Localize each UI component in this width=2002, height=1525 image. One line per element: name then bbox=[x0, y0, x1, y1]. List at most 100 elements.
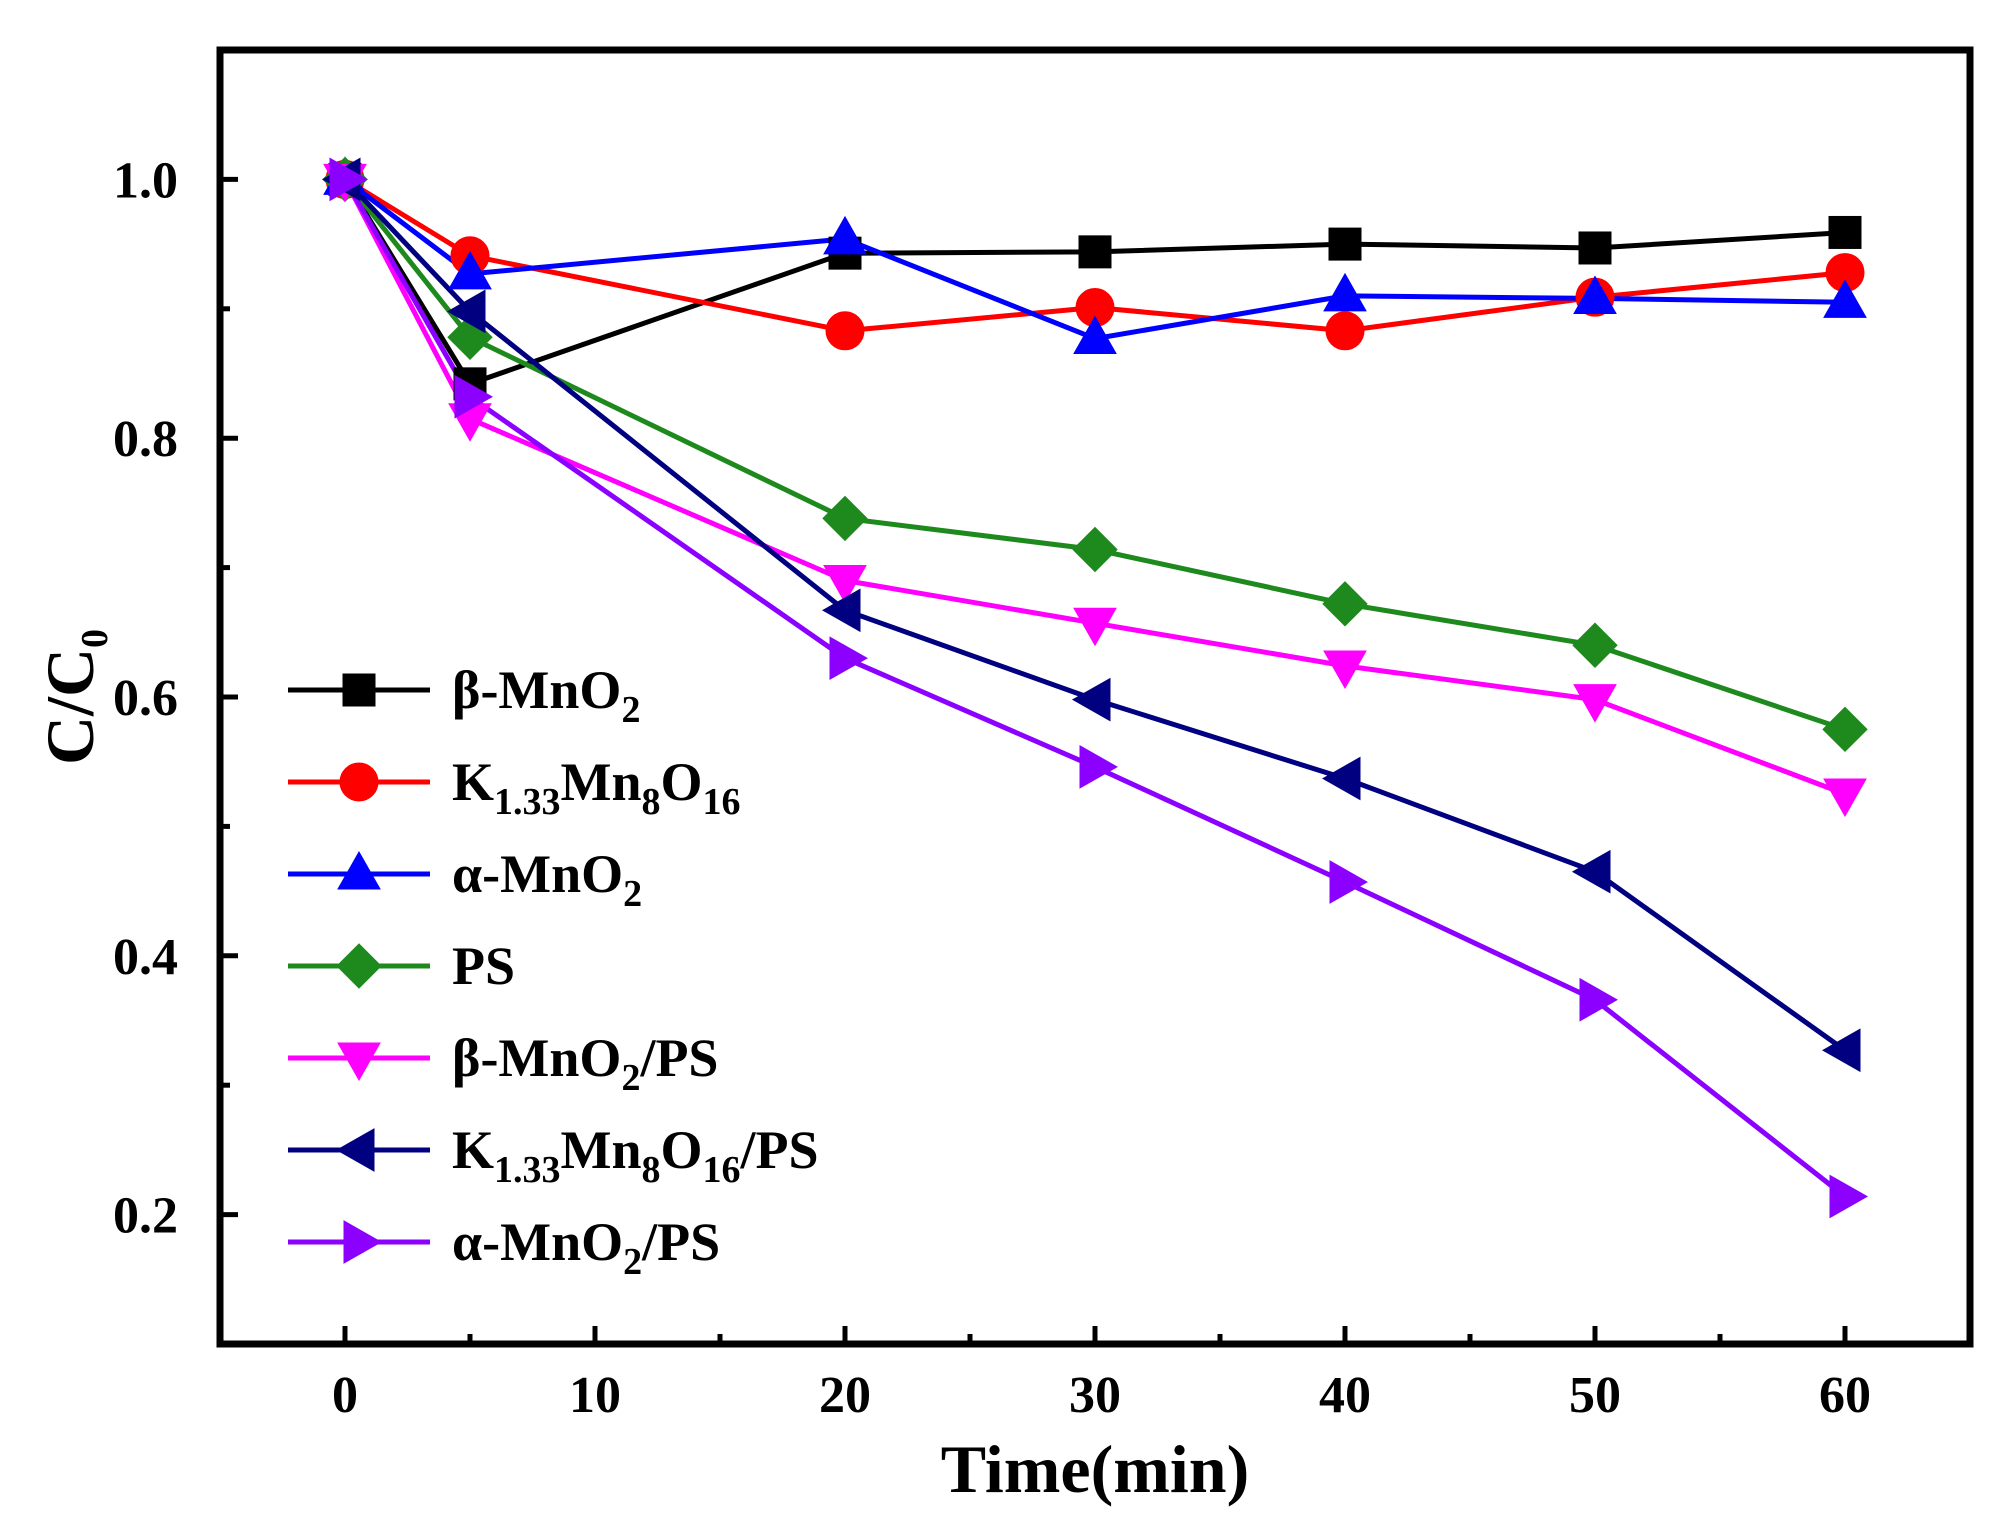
legend-label-part: 8 bbox=[642, 1149, 661, 1191]
data-point-2 bbox=[448, 250, 492, 290]
y-tick-label: 0.8 bbox=[113, 411, 178, 468]
legend-label: K1.33Mn8O16 bbox=[452, 752, 741, 823]
y-tick-label: 0.6 bbox=[113, 670, 178, 727]
legend-entry: PS bbox=[288, 936, 515, 996]
legend-label: K1.33Mn8O16/PS bbox=[452, 1120, 819, 1191]
legend-label-part: /PS bbox=[639, 1028, 718, 1088]
data-point-0 bbox=[1828, 215, 1862, 249]
legend-label: α-MnO2/PS bbox=[452, 1212, 720, 1283]
x-axis-title: Time(min) bbox=[941, 1431, 1250, 1507]
axis-ticks bbox=[217, 176, 1973, 1347]
x-tick-label: 0 bbox=[332, 1367, 358, 1424]
y-tick-label: 0.4 bbox=[113, 929, 178, 986]
x-tick-label: 10 bbox=[569, 1367, 621, 1424]
y-axis-title-main: C/C bbox=[32, 648, 108, 765]
legend-label: α-MnO2 bbox=[452, 844, 642, 915]
y-tick-label: 1.0 bbox=[113, 152, 178, 209]
series-markers bbox=[321, 156, 1869, 1219]
legend-marker bbox=[335, 1128, 375, 1172]
data-point-2 bbox=[1823, 279, 1867, 318]
data-point-4 bbox=[1073, 607, 1117, 647]
legend-marker bbox=[343, 1220, 383, 1264]
legend-label-part: α-MnO bbox=[452, 844, 623, 904]
y-axis-title: C/C0 bbox=[32, 629, 116, 765]
legend-label-part: /PS bbox=[641, 1212, 720, 1272]
legend-label-part: 2 bbox=[621, 1057, 640, 1099]
data-point-6 bbox=[829, 636, 869, 681]
data-point-3 bbox=[1072, 526, 1118, 573]
legend-entry: β-MnO2 bbox=[288, 660, 640, 731]
data-point-0 bbox=[1078, 235, 1112, 269]
legend-label-part: α-MnO bbox=[452, 1212, 623, 1272]
data-point-2 bbox=[1323, 272, 1367, 312]
legend-label-part: β-MnO bbox=[452, 1028, 621, 1088]
data-point-4 bbox=[1823, 778, 1867, 818]
y-tick-labels: 0.2 0.4 0.6 0.8 1.0 bbox=[113, 152, 178, 1244]
x-tick-label: 60 bbox=[1819, 1367, 1871, 1424]
data-point-5 bbox=[1321, 756, 1361, 801]
data-point-4 bbox=[823, 565, 867, 604]
legend-marker bbox=[339, 762, 379, 802]
data-point-5 bbox=[446, 289, 486, 334]
data-point-0 bbox=[1328, 227, 1362, 261]
data-point-2 bbox=[1573, 275, 1617, 314]
data-point-4 bbox=[1323, 650, 1367, 689]
x-tick-label: 30 bbox=[1069, 1367, 1121, 1424]
data-point-0 bbox=[1578, 231, 1612, 265]
data-point-6 bbox=[1079, 745, 1119, 789]
data-point-3 bbox=[1572, 622, 1618, 668]
legend-entry: K1.33Mn8O16 bbox=[288, 752, 741, 823]
legend-label-part: 2 bbox=[621, 689, 640, 731]
legend-label-part: 16 bbox=[703, 781, 741, 823]
data-point-5 bbox=[1821, 1028, 1861, 1073]
data-point-6 bbox=[454, 374, 494, 419]
data-point-2 bbox=[823, 215, 867, 255]
legend-marker bbox=[337, 1042, 381, 1082]
legend-label-part: 1.33 bbox=[494, 1149, 561, 1191]
data-point-3 bbox=[1322, 581, 1368, 627]
legend-marker bbox=[336, 943, 382, 989]
x-tick-label: 20 bbox=[819, 1367, 871, 1424]
data-point-1 bbox=[1325, 311, 1365, 351]
legend-label-part: 2 bbox=[623, 873, 642, 915]
legend-label-part: Mn bbox=[561, 752, 642, 812]
x-tick-label: 50 bbox=[1569, 1367, 1621, 1424]
data-point-1 bbox=[825, 311, 865, 351]
x-tick-label: 40 bbox=[1319, 1367, 1371, 1424]
data-point-6 bbox=[329, 157, 369, 202]
data-point-2 bbox=[1073, 315, 1117, 355]
legend-label: β-MnO2 bbox=[452, 660, 640, 731]
legend-label-part: O bbox=[661, 752, 703, 812]
legend-label-part: O bbox=[661, 1120, 703, 1180]
data-point-3 bbox=[822, 495, 868, 542]
legend-label-part: PS bbox=[452, 936, 515, 996]
legend-entry: K1.33Mn8O16/PS bbox=[288, 1120, 819, 1191]
legend-entry: α-MnO2/PS bbox=[288, 1212, 720, 1283]
legend-label-part: 16 bbox=[703, 1149, 741, 1191]
data-point-6 bbox=[1829, 1174, 1869, 1219]
legend-marker bbox=[342, 673, 376, 707]
legend-label-part: 8 bbox=[642, 781, 661, 823]
legend-label-part: 1.33 bbox=[494, 781, 561, 823]
data-point-5 bbox=[1071, 677, 1111, 722]
legend-entry: α-MnO2 bbox=[288, 844, 642, 915]
legend-label-part: 2 bbox=[623, 1241, 642, 1283]
y-axis-title-sub: 0 bbox=[74, 629, 116, 648]
data-point-6 bbox=[1579, 977, 1619, 1022]
legend-marker bbox=[337, 850, 381, 890]
data-point-4 bbox=[1573, 684, 1617, 723]
data-point-3 bbox=[1822, 706, 1868, 753]
legend-entry: β-MnO2/PS bbox=[288, 1028, 718, 1099]
legend-label: PS bbox=[452, 936, 515, 996]
x-tick-labels: 0 10 20 30 40 50 60 bbox=[332, 1367, 1871, 1424]
data-point-6 bbox=[1329, 860, 1369, 904]
legend-label-part: K bbox=[452, 1120, 494, 1180]
legend-label-part: β-MnO bbox=[452, 660, 621, 720]
legend-label-part: /PS bbox=[740, 1120, 819, 1180]
legend-label-part: K bbox=[452, 752, 494, 812]
data-point-5 bbox=[1571, 849, 1611, 894]
legend: β-MnO2K1.33Mn8O16α-MnO2PSβ-MnO2/PSK1.33M… bbox=[288, 660, 819, 1283]
legend-label: β-MnO2/PS bbox=[452, 1028, 718, 1099]
y-tick-label: 0.2 bbox=[113, 1188, 178, 1245]
legend-label-part: Mn bbox=[561, 1120, 642, 1180]
